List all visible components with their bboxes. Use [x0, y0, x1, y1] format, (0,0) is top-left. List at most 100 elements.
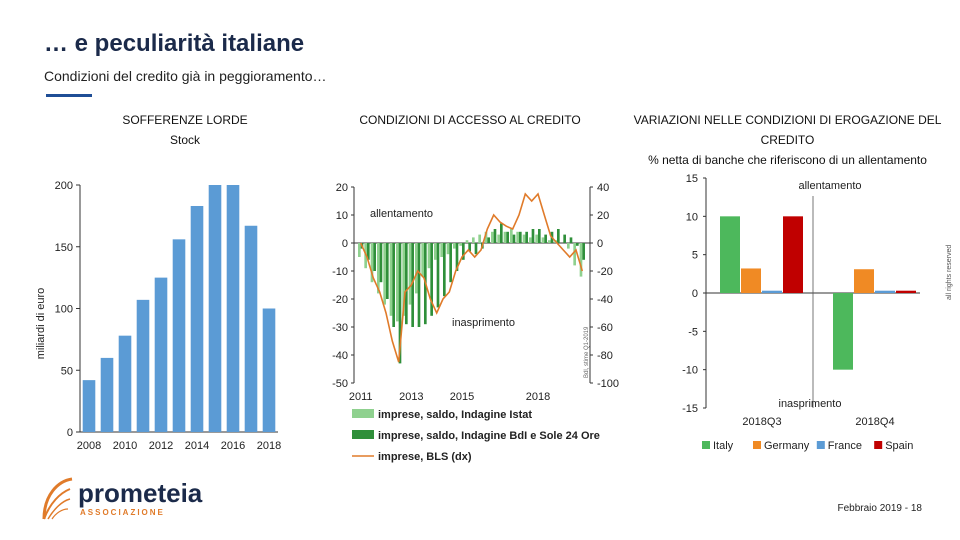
accent-divider	[46, 94, 92, 97]
bar-istat	[408, 243, 412, 305]
x-tick-label: 2015	[450, 391, 474, 403]
annotation-allentamento: allentamento	[370, 208, 433, 220]
logo-tagline: ASSOCIAZIONE	[80, 508, 165, 517]
x-tick-label: 2014	[185, 440, 209, 452]
bar-bdi	[582, 243, 585, 260]
chart3-subtitle: % netta di banche che riferiscono di un …	[648, 153, 927, 167]
legend-france-swatch	[816, 441, 825, 449]
bar-istat	[573, 243, 576, 266]
left-tick-label: -40	[332, 350, 348, 362]
x-tick-label: 2008	[77, 440, 101, 452]
left-tick-label: -20	[332, 294, 348, 306]
bar-bdi	[430, 243, 433, 316]
bar-istat	[440, 243, 443, 257]
bar-bdi	[461, 243, 465, 260]
y-tick-label: 5	[692, 250, 698, 262]
bar-istat	[396, 243, 399, 322]
bar-istat	[567, 243, 570, 249]
bar-istat	[522, 234, 526, 243]
legend-istat-label: imprese, saldo, Indagine Istat	[378, 409, 532, 421]
legend-germany-label: Germany	[764, 440, 810, 452]
chart2-title: CONDIZIONI DI ACCESSO AL CREDITO	[359, 113, 581, 127]
y-tick-label: 150	[55, 242, 73, 254]
left-tick-label: -10	[332, 266, 348, 278]
annotation-allentamento: allentamento	[799, 180, 862, 192]
bar-italy-2018Q4	[833, 293, 853, 370]
y-tick-label: -5	[688, 326, 698, 338]
legend-france-label: France	[828, 440, 862, 452]
x-tick-label: 2013	[399, 391, 423, 403]
legend-spain-label: Spain	[885, 440, 913, 452]
bar-bdi	[398, 243, 402, 364]
left-tick-label: -50	[332, 378, 348, 390]
bar-istat	[497, 234, 500, 243]
x-tick-label: 2010	[113, 440, 137, 452]
legend-germany-swatch	[753, 441, 761, 449]
chart3-title-line1: VARIAZIONI NELLE CONDIZIONI DI EROGAZION…	[633, 113, 942, 127]
bar-bdi	[506, 231, 509, 243]
bar-france-2018Q3	[762, 290, 782, 293]
bar-istat	[516, 231, 519, 243]
right-tick-label: 40	[597, 182, 609, 194]
bar-bdi	[569, 237, 573, 243]
right-tick-label: 20	[597, 210, 609, 222]
bar-istat	[389, 243, 393, 316]
bar-istat	[491, 231, 494, 243]
y-tick-label: 10	[686, 211, 698, 223]
bar-2010	[118, 335, 132, 432]
bar-bdi	[531, 229, 535, 243]
chart1-heading: SOFFERENZE LORDE Stock	[100, 110, 270, 150]
bar-2017	[244, 225, 258, 432]
bar-istat	[415, 243, 418, 294]
y-tick-label: 15	[686, 173, 698, 185]
legend-italy-swatch	[702, 441, 710, 449]
y-axis-label: miliardi di euro	[35, 288, 47, 360]
y-tick-label: -15	[682, 403, 698, 415]
x-tick-label: 2016	[221, 440, 245, 452]
chart1-title: SOFFERENZE LORDE	[122, 113, 248, 127]
legend-italy-label: Italy	[713, 440, 734, 452]
line-bls	[359, 192, 584, 363]
y-tick-label: 100	[55, 304, 73, 316]
bar-istat	[453, 243, 456, 249]
right-tick-label: -80	[597, 350, 613, 362]
rights-text: all rights reserved	[946, 244, 953, 300]
bar-istat	[465, 240, 469, 243]
bar-bdi	[499, 223, 503, 243]
bar-bdi	[544, 234, 547, 243]
slide-title: … e peculiarità italiane	[44, 30, 305, 57]
legend-spain-swatch	[874, 441, 883, 449]
chart-erogazione-credito: 15 10 5 0 -5 -10 -15 2018Q3 2018Q4 allentamento in…	[682, 173, 920, 452]
right-tick-label: -60	[597, 322, 613, 334]
bar-spain-2018Q3	[783, 216, 803, 293]
bar-bdi	[575, 243, 579, 246]
bar-germany-2018Q3	[741, 268, 761, 293]
bar-istat	[383, 243, 386, 305]
bar-2015	[208, 185, 222, 432]
y-tick-label: -10	[682, 365, 698, 377]
annotation-inasprimento: inasprimento	[452, 317, 515, 329]
bar-bdi	[411, 243, 414, 327]
bar-bdi	[366, 243, 370, 260]
bar-istat	[446, 243, 450, 255]
bar-bdi	[487, 237, 490, 243]
bar-2016	[226, 185, 240, 432]
bar-istat	[358, 243, 361, 257]
x-tick-label: 2018Q4	[855, 416, 894, 428]
footer-page: Febbraio 2019 - 18	[837, 503, 922, 514]
bar-istat	[427, 243, 431, 269]
right-tick-label: -40	[597, 294, 613, 306]
bar-2009	[100, 357, 114, 432]
legend-bdi-label: imprese, saldo, Indagine BdI e Sole 24 O…	[378, 430, 600, 442]
bar-istat	[421, 243, 424, 277]
chart-accesso-credito: 20 10 0 -10 -20 -30 -40 -50 40 20 0 -20 -40 -60 -80 -10…	[332, 182, 619, 463]
bar-germany-2018Q4	[854, 269, 874, 293]
left-tick-label: 10	[336, 210, 348, 222]
x-tick-label: 2011	[349, 391, 373, 403]
bar-bdi	[537, 229, 541, 243]
bar-bdi	[512, 234, 516, 243]
bar-bdi	[468, 243, 471, 252]
bar-istat	[503, 231, 507, 243]
bar-istat	[529, 237, 532, 243]
logo-name: prometeia	[78, 478, 203, 508]
